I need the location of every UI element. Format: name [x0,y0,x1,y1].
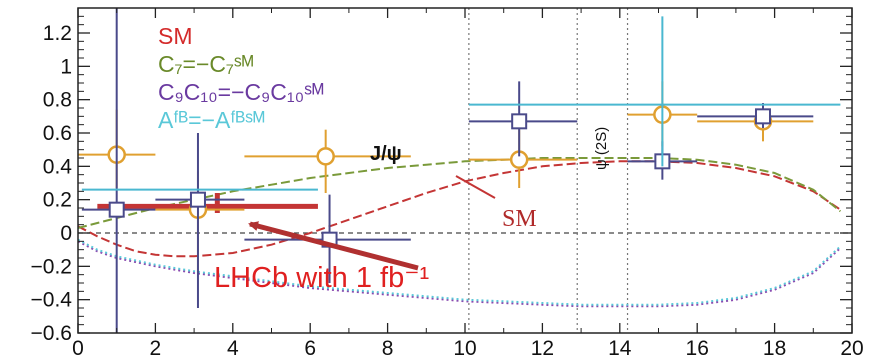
series-1-point-3 [468,129,578,188]
theory-curve-3 [77,238,842,306]
x-tick-label: 16 [686,337,709,360]
y-tick-label: −0.6 [31,322,72,345]
data-points [78,8,841,333]
x-tick-label: 6 [304,337,316,360]
axis-ticks: 0 2 4 6 8 10 12 14 16 18 20 −0.6 −0.4 −0.2 0 0.2 0.4 0.6 0… [31,7,864,360]
x-tick-label: 20 [840,337,863,360]
square-marker [511,113,528,130]
circle-marker [316,147,335,166]
x-tick-label: 8 [382,337,394,360]
series-1-point-1 [155,171,245,273]
y-tick-label: 0 [60,222,72,245]
y-tick-label: −0.4 [31,289,73,312]
theory-curve-1 [77,157,842,229]
psi2s-label: ψ (2S) [593,127,610,170]
sm-curve-pointer [455,175,496,199]
y-tick-label: 1.2 [43,22,72,45]
legend-entry-c9c10-flip: C₉C₁₀=−C₉C₁₀ˢᴹ [158,79,324,105]
lhcb-label: LHCb with 1 fb⁻¹ [214,262,430,294]
x-tick-label: 14 [608,337,632,360]
series-2-point-1 [155,133,245,308]
series-2-point-5 [697,103,814,128]
x-tick-label: 18 [763,337,786,360]
square-marker [189,191,206,208]
square-marker [108,201,125,218]
y-tick-label: 0.6 [43,122,72,145]
legend-entry-c7-flip: C₇=−C₇ˢᴹ [158,51,254,77]
x-tick-label: 0 [72,337,84,360]
x-tick-label: 2 [150,337,162,360]
legend: SM C₇=−C₇ˢᴹ C₉C₁₀=−C₉C₁₀ˢᴹ Aᶠᴮ=−Aᶠᴮˢᴹ [158,23,324,133]
x-tick-label: 10 [453,337,476,360]
series-1-point-2 [244,129,411,193]
lhcb-arrow [248,221,419,271]
theory-curve-0 [77,160,841,258]
x-tick-label: 4 [227,337,239,360]
y-tick-label: −0.2 [31,255,72,278]
jpsi-label: J/ψ [370,143,402,165]
sm-curve-label: SM [502,206,537,232]
x-tick-label: 12 [531,337,554,360]
y-tick-label: 0.2 [43,189,72,212]
square-marker [754,108,771,125]
legend-entry-sm: SM [158,23,193,49]
y-tick-label: 0.4 [43,155,73,178]
theory-curves [77,157,842,308]
y-tick-label: 1 [60,55,72,78]
legend-entry-afb-flip: Aᶠᴮ=−Aᶠᴮˢᴹ [158,107,265,133]
theory-curve-2 [77,240,842,308]
reference-lines [78,8,852,333]
series-2-point-3 [468,81,578,157]
y-tick-label: 0.8 [43,89,72,112]
series-2-point-0 [81,8,156,333]
